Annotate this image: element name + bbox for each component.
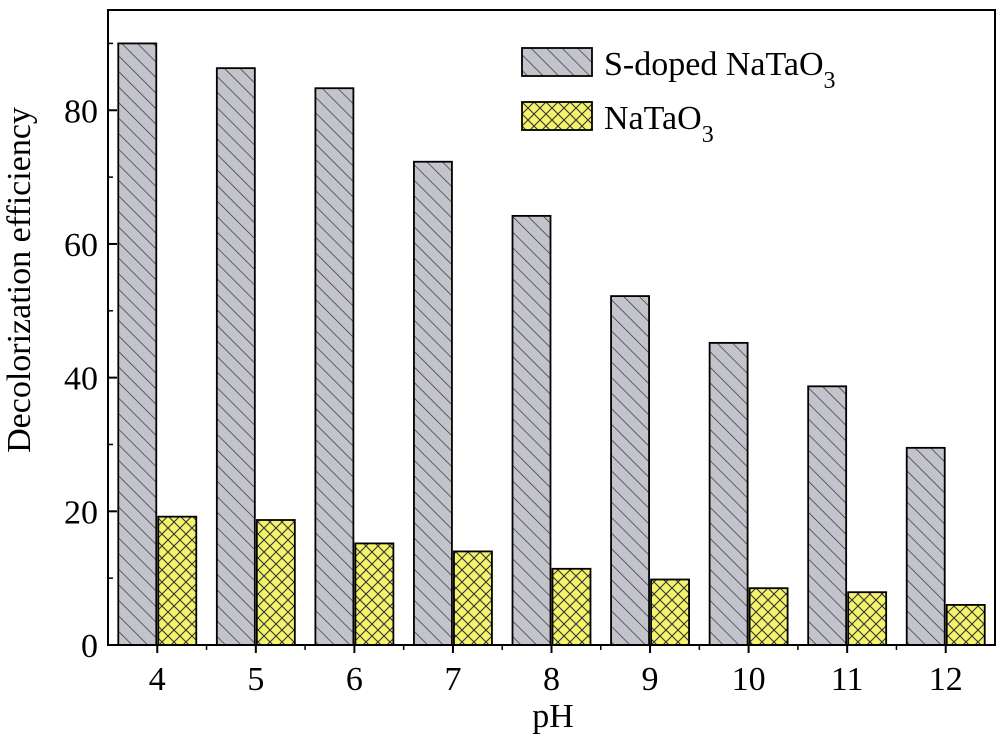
legend-label-s-doped: S-doped NaTaO3	[604, 46, 836, 94]
bar-s-doped-4	[117, 42, 158, 646]
bar-s-doped-12	[905, 446, 946, 646]
x-tick-label: 6	[346, 661, 363, 698]
bar-s-doped-5	[215, 67, 256, 646]
x-tick-label: 7	[444, 661, 461, 698]
y-tick-label: 0	[81, 628, 98, 665]
bar-s-doped-11	[807, 385, 848, 646]
bars-group	[117, 42, 986, 646]
bar-s-doped-6	[314, 87, 355, 646]
legend: S-doped NaTaO3 NaTaO3	[521, 46, 836, 148]
y-tick-label: 60	[64, 227, 98, 264]
bar-s-doped-7	[413, 160, 453, 646]
bar-s-doped-9	[610, 295, 650, 646]
axes-group: 0 20 40 60 80 4 5 6 7 8 9 10 11 12	[64, 9, 996, 698]
x-tick-label: 10	[732, 661, 766, 698]
y-axis-label: Decolorization efficiency	[1, 107, 38, 453]
x-tick-label: 5	[247, 661, 264, 698]
x-tick-label: 8	[543, 661, 560, 698]
x-axis-label: pH	[532, 698, 574, 735]
bar-natao3-12	[945, 603, 986, 646]
legend-label-natao3: NaTaO3	[604, 100, 714, 148]
bar-s-doped-10	[708, 341, 749, 646]
x-tick-label: 4	[149, 661, 166, 698]
y-tick-label: 20	[64, 494, 98, 531]
bar-s-doped-8	[511, 214, 552, 646]
x-tick-label: 11	[831, 661, 864, 698]
bar-natao3-7	[453, 550, 493, 646]
bar-natao3-4	[157, 515, 198, 646]
y-tick-label: 40	[64, 361, 98, 398]
y-tick-label: 80	[64, 93, 98, 130]
bar-natao3-6	[354, 542, 395, 646]
x-tick-label: 12	[929, 661, 963, 698]
legend-swatch-s-doped	[521, 47, 593, 77]
x-tick-label: 9	[642, 661, 659, 698]
bar-natao3-10	[748, 587, 789, 646]
bar-natao3-8	[551, 567, 592, 646]
bar-natao3-11	[847, 591, 888, 646]
legend-swatch-natao3	[521, 101, 593, 131]
bar-natao3-5	[255, 519, 296, 646]
bar-natao3-9	[650, 578, 690, 646]
